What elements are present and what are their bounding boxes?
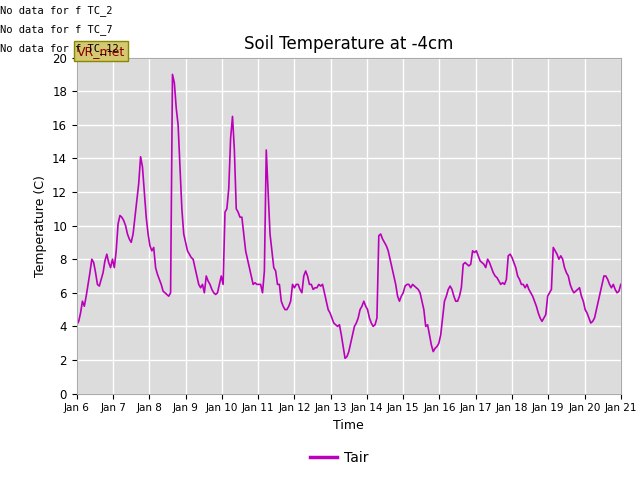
Y-axis label: Temperature (C): Temperature (C) [33, 175, 47, 276]
Text: VR_met: VR_met [77, 45, 125, 58]
Text: No data for f TC_2: No data for f TC_2 [0, 5, 113, 16]
Text: No data for f TC_7: No data for f TC_7 [0, 24, 113, 35]
Text: No data for f TC_12: No data for f TC_12 [0, 43, 119, 54]
Legend: Tair: Tair [304, 445, 374, 471]
X-axis label: Time: Time [333, 419, 364, 432]
Title: Soil Temperature at -4cm: Soil Temperature at -4cm [244, 35, 454, 53]
